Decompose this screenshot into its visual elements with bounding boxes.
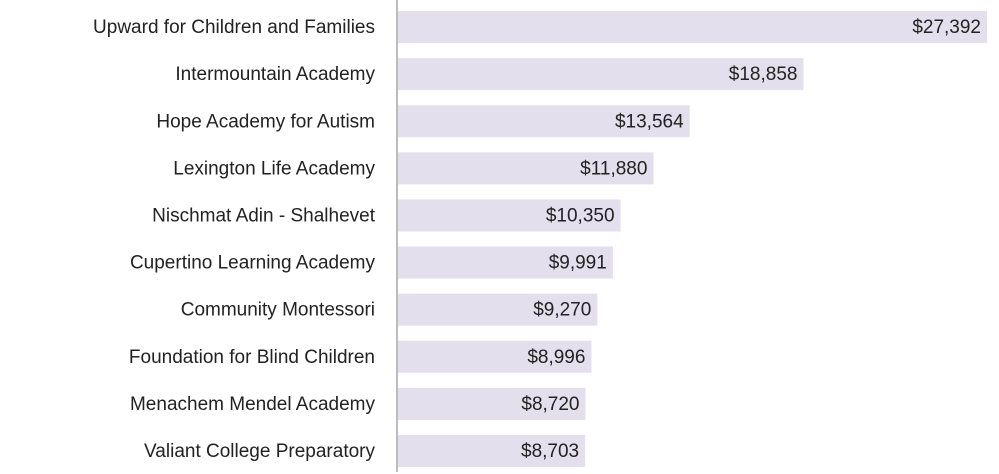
bar	[398, 340, 592, 373]
value-label: $9,991	[549, 253, 607, 274]
category-label: Foundation for Blind Children	[129, 347, 375, 368]
bar	[398, 387, 586, 420]
category-label: Intermountain Academy	[175, 64, 375, 85]
category-label: Community Montessori	[181, 300, 375, 321]
bar	[398, 58, 804, 91]
value-label: $11,880	[580, 158, 647, 179]
category-label: Lexington Life Academy	[173, 158, 375, 179]
bar	[398, 152, 654, 185]
bar	[398, 246, 613, 279]
value-label: $8,703	[521, 441, 579, 462]
value-label: $27,392	[912, 17, 981, 38]
value-label: $9,270	[533, 300, 591, 321]
value-label: $8,996	[527, 347, 585, 368]
bar	[398, 11, 987, 44]
value-label: $8,720	[521, 394, 579, 415]
value-label: $18,858	[729, 64, 798, 85]
category-label: Menachem Mendel Academy	[130, 394, 376, 415]
category-label: Hope Academy for Autism	[156, 111, 375, 132]
bar	[398, 293, 598, 326]
category-label: Valiant College Preparatory	[144, 441, 375, 462]
category-label: Nischmat Adin - Shalhevet	[152, 205, 376, 226]
value-label: $10,350	[546, 205, 615, 226]
value-label: $13,564	[615, 111, 684, 132]
bar	[398, 199, 621, 232]
category-label: Upward for Children and Families	[93, 17, 375, 38]
bar	[398, 105, 690, 138]
category-label: Cupertino Learning Academy	[130, 253, 376, 274]
bar	[398, 434, 586, 467]
